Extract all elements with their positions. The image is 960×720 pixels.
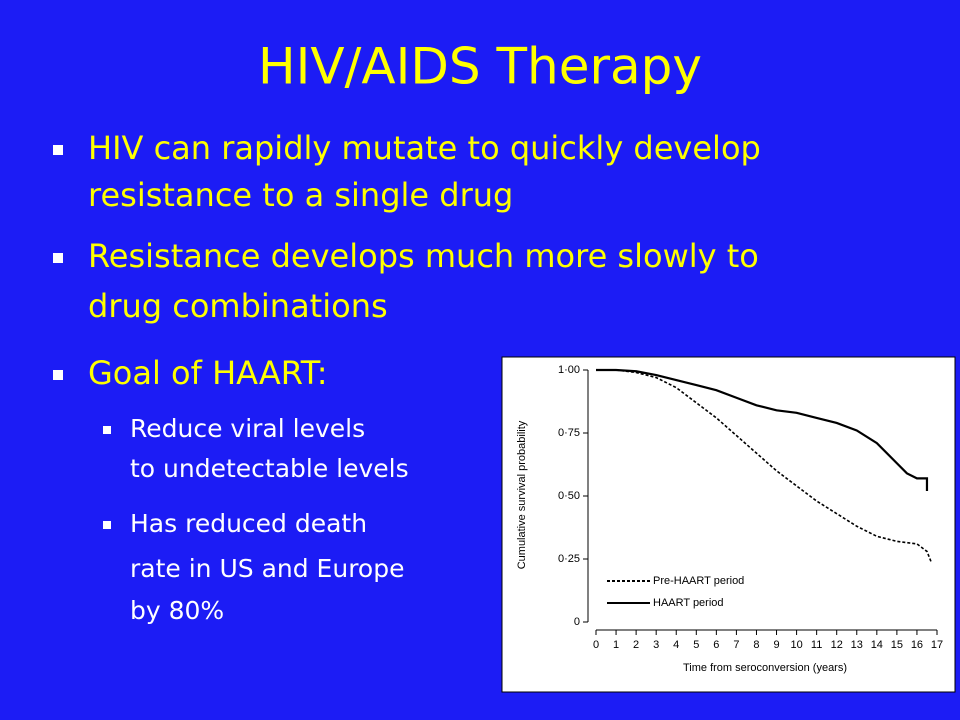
x-tick-label: 10 (790, 639, 802, 651)
x-tick-label: 17 (931, 639, 943, 651)
x-tick-label: 13 (851, 639, 863, 651)
x-tick-label: 15 (891, 639, 903, 651)
bullet-text: HIV can rapidly mutate to quickly develo… (88, 129, 761, 167)
y-tick-label: 0·25 (558, 553, 580, 565)
x-tick-label: 11 (811, 639, 822, 651)
slide-title: HIV/AIDS Therapy (258, 38, 702, 96)
x-tick-label: 16 (911, 639, 923, 651)
x-tick-label: 4 (673, 639, 679, 651)
x-tick-label: 8 (753, 639, 759, 651)
bullet-marker (53, 253, 63, 263)
x-tick-label: 0 (593, 639, 599, 651)
y-tick-label: 0·75 (558, 427, 580, 439)
y-tick-label: 0 (574, 616, 580, 628)
legend-label: Pre-HAART period (653, 575, 744, 587)
y-tick-label: 0·50 (558, 490, 580, 502)
x-tick-label: 1 (613, 639, 619, 651)
sub-bullet-text: by 80% (130, 596, 224, 625)
chart-frame (501, 356, 956, 693)
bullet-text: drug combinations (88, 287, 388, 325)
x-tick-label: 12 (831, 639, 843, 651)
sub-bullet-marker (103, 521, 111, 529)
y-axis-label: Cumulative survival probability (516, 420, 528, 569)
bullet-marker (53, 370, 63, 380)
legend-label: HAART period (653, 597, 724, 609)
survival-line (596, 369, 932, 562)
sub-bullet-text: rate in US and Europe (130, 554, 404, 583)
bullet-text: Resistance develops much more slowly to (88, 237, 759, 275)
sub-bullet-text: Has reduced death (130, 509, 367, 538)
x-tick-label: 5 (693, 639, 699, 651)
sub-bullet-marker (103, 426, 111, 434)
sub-bullet-text: to undetectable levels (130, 454, 409, 483)
x-tick-label: 2 (633, 639, 639, 651)
x-tick-label: 9 (773, 639, 779, 651)
x-axis-label: Time from seroconversion (years) (683, 662, 847, 674)
x-tick-label: 7 (733, 639, 739, 651)
x-tick-label: 14 (871, 639, 883, 651)
sub-bullet-text: Reduce viral levels (130, 414, 365, 443)
bullet-text: resistance to a single drug (88, 176, 513, 214)
survival-line (596, 368, 929, 491)
x-tick-label: 3 (653, 639, 659, 651)
y-tick-label: 1·00 (558, 364, 580, 376)
bullet-marker (53, 145, 63, 155)
x-tick-label: 6 (713, 639, 719, 651)
bullet-text: Goal of HAART: (88, 354, 328, 392)
